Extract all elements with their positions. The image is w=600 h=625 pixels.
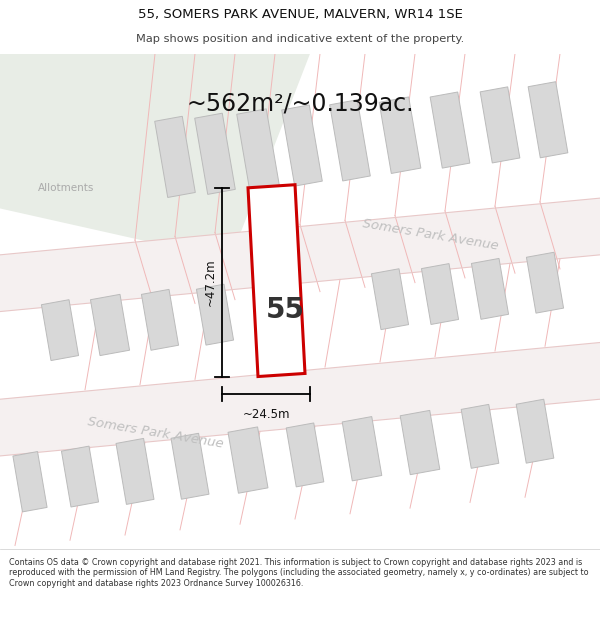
Polygon shape (155, 116, 195, 198)
Polygon shape (91, 294, 130, 356)
Polygon shape (195, 113, 235, 194)
Text: ~47.2m: ~47.2m (204, 258, 217, 306)
Polygon shape (286, 423, 324, 487)
Polygon shape (282, 105, 322, 186)
Polygon shape (196, 284, 233, 345)
Text: Somers Park Avenue: Somers Park Avenue (361, 217, 499, 253)
Polygon shape (61, 446, 98, 507)
Polygon shape (516, 399, 554, 463)
Polygon shape (171, 433, 209, 499)
Polygon shape (430, 92, 470, 168)
Text: Allotments: Allotments (38, 182, 94, 192)
Polygon shape (528, 82, 568, 158)
Polygon shape (0, 342, 600, 456)
Polygon shape (421, 264, 458, 324)
Text: 55, SOMERS PARK AVENUE, MALVERN, WR14 1SE: 55, SOMERS PARK AVENUE, MALVERN, WR14 1S… (137, 8, 463, 21)
Polygon shape (248, 185, 305, 376)
Text: Map shows position and indicative extent of the property.: Map shows position and indicative extent… (136, 34, 464, 44)
Polygon shape (461, 404, 499, 468)
Text: 55: 55 (265, 296, 305, 324)
Polygon shape (480, 87, 520, 163)
Polygon shape (400, 411, 440, 474)
Text: Contains OS data © Crown copyright and database right 2021. This information is : Contains OS data © Crown copyright and d… (9, 558, 589, 588)
Polygon shape (228, 427, 268, 493)
Polygon shape (116, 438, 154, 504)
Polygon shape (41, 300, 79, 361)
Polygon shape (371, 269, 409, 329)
Polygon shape (0, 198, 600, 311)
Text: ~24.5m: ~24.5m (242, 409, 290, 421)
Polygon shape (0, 54, 310, 260)
Text: ~562m²/~0.139ac.: ~562m²/~0.139ac. (186, 91, 414, 115)
Polygon shape (379, 97, 421, 174)
Text: Somers Park Avenue: Somers Park Avenue (86, 416, 224, 451)
Polygon shape (330, 100, 370, 181)
Polygon shape (13, 451, 47, 512)
Polygon shape (142, 289, 179, 350)
Polygon shape (237, 109, 279, 191)
Polygon shape (342, 417, 382, 481)
Polygon shape (472, 259, 509, 319)
Polygon shape (526, 253, 563, 313)
